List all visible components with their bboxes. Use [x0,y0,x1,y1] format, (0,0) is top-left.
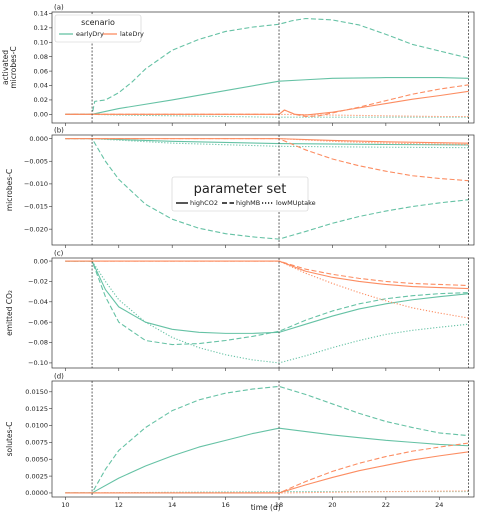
series-line-lateDry-highCO2 [65,138,469,144]
y-tick-label: −0.015 [24,203,48,211]
panel-letter: (a) [54,4,64,12]
x-tick-label: 24 [435,501,443,509]
legend-scenario: scenario earlyDry lateDry [54,14,144,43]
x-tick-label: 10 [61,501,69,509]
x-tick-label: 16 [221,501,229,509]
panel-letter: (b) [54,127,64,135]
series-group [65,260,469,364]
axis-frame [51,134,475,246]
x-tick-label: 20 [328,501,336,509]
y-tick-label: −0.020 [24,225,48,233]
y-tick-label: 0.0150 [25,388,48,396]
y-tick-label: −0.08 [28,339,48,347]
series-line-lateDry-lowMUptake [65,260,469,319]
legend-title: parameter set [194,182,287,197]
panel-a: 0.00 0.02 0.04 0.06 0.08 0.10 0.12 0.14 (a) activ… [1,4,475,126]
axis-frame [51,257,475,369]
legend-label: earlyDry [76,30,104,38]
x-axis-label: time (d) [251,503,281,512]
panel-c: 0.00 −0.02 −0.04 −0.06 −0.08 −0.10 (c) emitted … [5,250,475,371]
series-line-lateDry-highCO2 [65,451,469,494]
panel-b: 0.000 −0.005 −0.010 −0.015 −0.020 (b) microbes… [5,127,475,248]
y-axis-label: emitted CO₂ [5,290,14,336]
y-tick-label: −0.10 [28,359,48,367]
series-line-earlyDry-highMB [65,260,469,346]
y-tick-label: 0.0000 [25,489,48,497]
y-tick-label: −0.04 [28,298,48,306]
series-line-lateDry-highMB [65,260,469,287]
y-tick-label: 0.00 [34,111,48,119]
y-tick-label: 0.0100 [25,422,48,430]
legend-box [171,176,309,212]
series-line-earlyDry-highMB [65,385,469,494]
series-line-lateDry-lowMUptake [65,138,469,146]
y-tick-label: −0.06 [28,318,48,326]
y-tick-label: 0.14 [34,10,48,18]
series-line-lateDry-highMB [65,138,469,182]
axis-frame [51,11,475,124]
series-line-earlyDry-highCO2 [65,77,469,115]
x-tick-label: 18 [275,501,283,509]
x-tick-label: 22 [382,501,390,509]
y-tick-label: −0.005 [24,157,48,165]
legend-title: scenario [81,18,115,27]
panel-d: 0.0000 0.0025 0.0050 0.0075 0.0100 0.0125 0.01… [5,373,475,509]
y-tick-label: 0.00 [34,257,48,265]
series-line-earlyDry-highCO2 [65,427,469,494]
panel-letter: (d) [54,373,64,381]
y-axis-label: activated [1,50,10,85]
y-axis-label: solutes-C [5,422,14,457]
series-group [65,17,469,118]
legend-label: lateDry [120,30,144,38]
legend-parameter-set: parameter set highCO2 highMB lowMUptake [171,176,316,212]
y-tick-label: 0.0075 [25,439,48,447]
series-group [65,138,469,240]
y-tick-label: 0.0125 [25,405,48,413]
legend-label: highCO2 [190,199,218,207]
y-tick-label: 0.000 [29,135,48,143]
y-tick-label: 0.08 [34,53,48,61]
y-tick-label: 0.0025 [25,472,48,480]
legend-box [54,14,142,43]
series-line-lateDry-highCO2 [65,260,469,290]
y-tick-label: 0.02 [34,96,48,104]
legend-label: lowMUptake [276,199,316,207]
y-axis-label: microbes-C [9,46,18,88]
y-tick-label: 0.12 [34,24,48,32]
y-tick-label: 0.10 [34,38,48,46]
y-axis-label: microbes-C [5,169,14,211]
series-line-earlyDry-highMB [65,17,469,115]
series-line-earlyDry-highCO2 [65,260,469,334]
series-group [65,385,469,494]
series-line-lateDry-highMB [65,84,469,118]
y-tick-label: 0.06 [34,67,48,75]
y-tick-label: 0.0050 [25,455,48,463]
series-line-lateDry-lowMUptake [65,113,469,118]
y-tick-label: 0.04 [34,82,48,90]
series-line-lateDry-highMB [65,442,469,494]
x-tick-label: 12 [115,501,123,509]
series-line-earlyDry-lowMUptake [65,260,469,364]
panel-letter: (c) [54,250,64,258]
series-line-earlyDry-highMB [65,138,469,240]
y-tick-label: −0.010 [24,180,48,188]
x-tick-label: 14 [168,501,176,509]
legend-label: highMB [236,199,260,207]
axis-frame [51,380,475,498]
series-line-lateDry-lowMUptake [65,490,469,494]
y-tick-label: −0.02 [28,278,48,286]
